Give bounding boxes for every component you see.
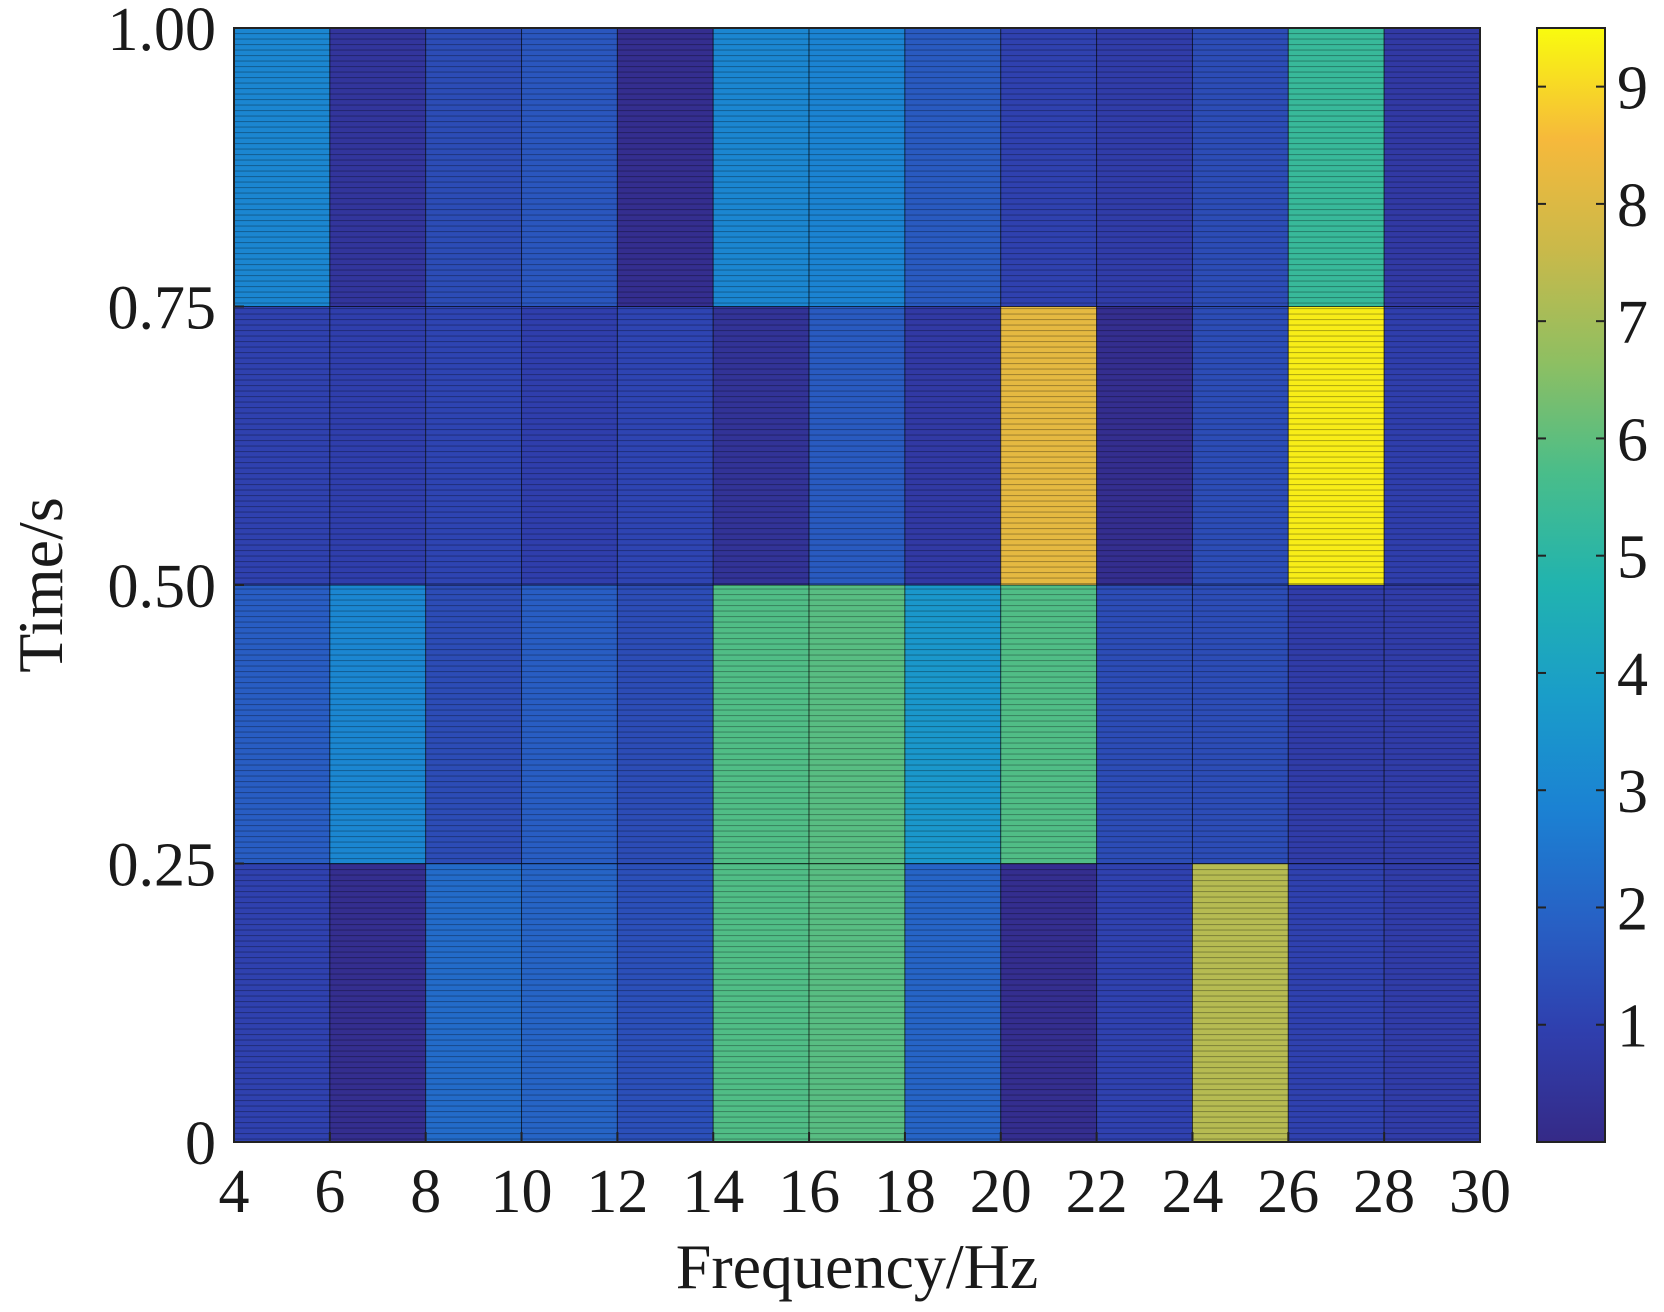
colorbar-tick-label: 1 xyxy=(1617,993,1648,1061)
colorbar-tick-label: 5 xyxy=(1617,524,1648,592)
colorbar-tick-label: 4 xyxy=(1617,641,1648,709)
x-tick-label: 6 xyxy=(314,1158,345,1226)
x-tick-label: 30 xyxy=(1449,1158,1511,1226)
colorbar-tick-label: 9 xyxy=(1617,55,1648,123)
x-tick-label: 8 xyxy=(410,1158,441,1226)
colorbar-tick-label: 2 xyxy=(1617,875,1648,943)
colorbar-ticks: 1 2 3 4 5 6 7 8 9 xyxy=(1537,55,1648,1061)
x-tick-label: 22 xyxy=(1066,1158,1128,1226)
scanline-texture xyxy=(234,28,1480,1142)
x-tick-label: 18 xyxy=(874,1158,936,1226)
x-tick-label: 12 xyxy=(586,1158,648,1226)
y-tick-label: 1.00 xyxy=(108,0,217,64)
x-tick-label: 4 xyxy=(219,1158,250,1226)
y-tick-label: 0.50 xyxy=(108,553,217,621)
y-tick-label: 0.75 xyxy=(108,275,217,343)
y-axis-label: Time/s xyxy=(5,497,76,673)
x-tick-label: 10 xyxy=(491,1158,553,1226)
x-tick-label: 14 xyxy=(682,1158,744,1226)
x-tick-label: 20 xyxy=(970,1158,1032,1226)
x-tick-label: 26 xyxy=(1257,1158,1319,1226)
colorbar xyxy=(1536,27,1606,1143)
y-tick-label: 0.25 xyxy=(108,832,217,900)
y-tick-label: 0 xyxy=(185,1110,216,1178)
x-axis-label: Frequency/Hz xyxy=(676,1231,1039,1302)
x-tick-label: 16 xyxy=(778,1158,840,1226)
colorbar-tick-label: 3 xyxy=(1617,758,1648,826)
x-tick-label: 28 xyxy=(1353,1158,1415,1226)
x-axis-ticks: 4 6 8 10 12 14 16 18 20 22 24 26 28 30 xyxy=(219,1132,1511,1226)
y-axis-ticks: 0 0.25 0.50 0.75 1.00 xyxy=(108,0,244,1178)
x-tick-label: 24 xyxy=(1161,1158,1223,1226)
colorbar-tick-label: 6 xyxy=(1617,406,1648,474)
colorbar-tick-label: 8 xyxy=(1617,172,1648,240)
colorbar-tick-label: 7 xyxy=(1617,289,1648,357)
